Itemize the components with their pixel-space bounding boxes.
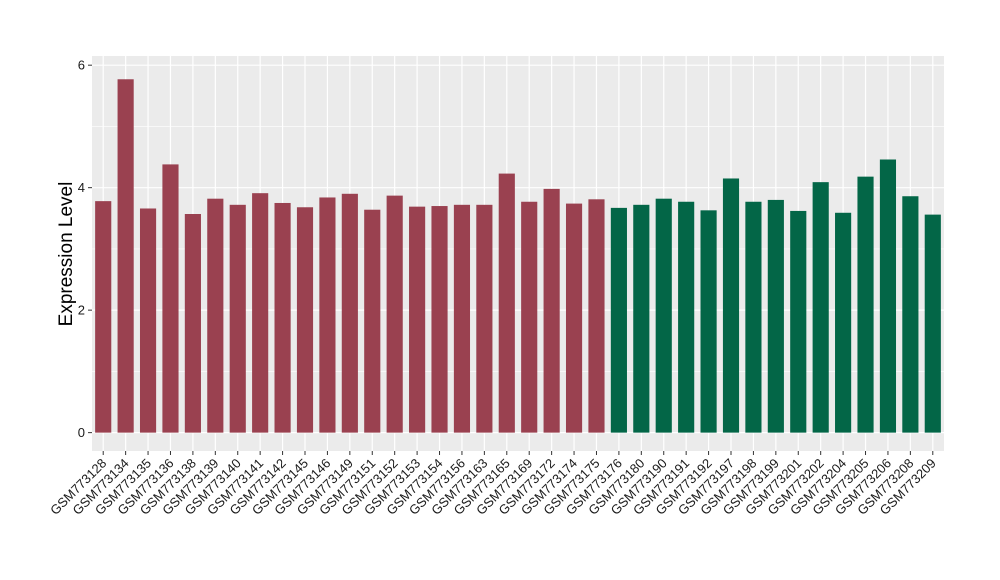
y-axis: 0 2 4 6 bbox=[78, 58, 92, 440]
bar-GSM773174 bbox=[565, 203, 583, 433]
bar-GSM773204 bbox=[835, 212, 852, 433]
bar-GSM773205 bbox=[857, 176, 874, 433]
y-tick-label: 0 bbox=[78, 425, 85, 440]
bar-GSM773135 bbox=[139, 208, 157, 433]
bar-GSM773140 bbox=[229, 204, 246, 433]
bar-GSM773134 bbox=[117, 79, 134, 433]
bar-GSM773202 bbox=[812, 182, 829, 433]
bar-GSM773149 bbox=[341, 193, 358, 433]
bar-GSM773138 bbox=[184, 214, 201, 433]
bar-GSM773163 bbox=[476, 204, 493, 433]
bar-GSM773139 bbox=[207, 198, 224, 433]
bar-GSM773152 bbox=[386, 195, 403, 433]
bar-GSM773153 bbox=[409, 206, 426, 433]
bar-GSM773199 bbox=[767, 199, 784, 433]
y-tick-label: 4 bbox=[78, 180, 85, 195]
y-tick-label: 6 bbox=[78, 58, 85, 73]
bar-GSM773151 bbox=[364, 209, 381, 433]
bar-GSM773197 bbox=[722, 178, 740, 433]
bar-GSM773165 bbox=[498, 173, 515, 433]
bar-GSM773192 bbox=[700, 210, 717, 433]
bar-GSM773201 bbox=[790, 210, 807, 433]
bar-GSM773175 bbox=[588, 199, 605, 433]
bar-GSM773208 bbox=[902, 196, 919, 433]
bar-GSM773136 bbox=[162, 164, 179, 433]
bar-GSM773156 bbox=[453, 204, 471, 433]
bar-GSM773191 bbox=[678, 201, 695, 433]
bar-GSM773141 bbox=[252, 193, 269, 433]
bar-GSM773190 bbox=[655, 198, 672, 433]
bar-GSM773146 bbox=[319, 197, 336, 433]
x-axis: GSM773128GSM773134GSM773135GSM773136GSM7… bbox=[47, 451, 939, 518]
bar-GSM773206 bbox=[879, 159, 897, 433]
y-tick-label: 2 bbox=[78, 303, 85, 318]
bar-GSM773142 bbox=[274, 202, 291, 433]
bar-GSM773209 bbox=[924, 214, 941, 433]
bar-GSM773198 bbox=[745, 201, 762, 433]
bars bbox=[95, 79, 941, 433]
bar-GSM773172 bbox=[543, 188, 560, 433]
bar-GSM773128 bbox=[95, 201, 112, 433]
bar-GSM773169 bbox=[521, 201, 538, 433]
bar-GSM773154 bbox=[431, 206, 448, 433]
bar-GSM773180 bbox=[633, 204, 650, 433]
y-axis-title: Expression Level bbox=[56, 182, 77, 327]
bar-GSM773176 bbox=[610, 207, 627, 433]
bar-GSM773145 bbox=[296, 207, 314, 433]
